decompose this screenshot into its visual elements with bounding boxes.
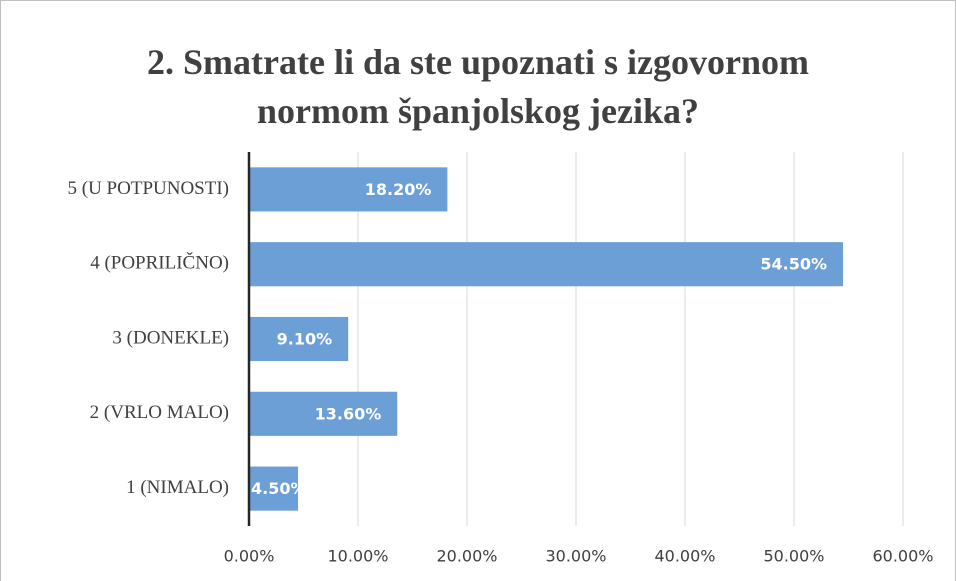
- value-label: 4.50%: [251, 479, 307, 498]
- y-tick-label: 1 (NIMALO): [126, 477, 229, 498]
- y-tick-label: 3 (DONEKLE): [112, 327, 229, 348]
- x-tick-label: 50.00%: [763, 547, 824, 566]
- y-tick-label: 2 (VRLO MALO): [90, 402, 229, 423]
- chart-title: 2. Smatrate li da ste upoznati s izgovor…: [147, 42, 809, 131]
- bar: [249, 466, 299, 511]
- value-label: 18.20%: [365, 180, 432, 199]
- x-tick-label: 30.00%: [545, 547, 606, 566]
- bar: [249, 167, 448, 212]
- x-tick-label: 40.00%: [654, 547, 715, 566]
- bar: [249, 242, 844, 287]
- y-tick-label: 5 (U POTPUNOSTI): [68, 178, 230, 199]
- x-tick-label: 60.00%: [872, 547, 933, 566]
- x-tick-label: 20.00%: [436, 547, 497, 566]
- value-label: 13.60%: [315, 404, 382, 423]
- bar: [249, 391, 398, 436]
- value-label: 54.50%: [760, 255, 827, 274]
- x-tick-label: 0.00%: [224, 547, 275, 566]
- y-tick-label: 4 (POPRILIČNO): [90, 252, 229, 274]
- value-label: 9.10%: [277, 330, 333, 349]
- x-tick-label: 10.00%: [327, 547, 388, 566]
- bar: [249, 316, 349, 362]
